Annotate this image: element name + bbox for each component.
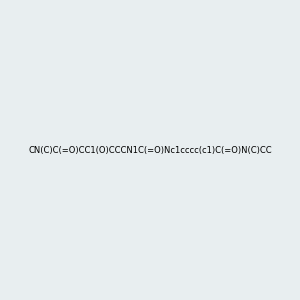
Text: CN(C)C(=O)CC1(O)CCCN1C(=O)Nc1cccc(c1)C(=O)N(C)CC: CN(C)C(=O)CC1(O)CCCN1C(=O)Nc1cccc(c1)C(=… bbox=[28, 146, 272, 154]
